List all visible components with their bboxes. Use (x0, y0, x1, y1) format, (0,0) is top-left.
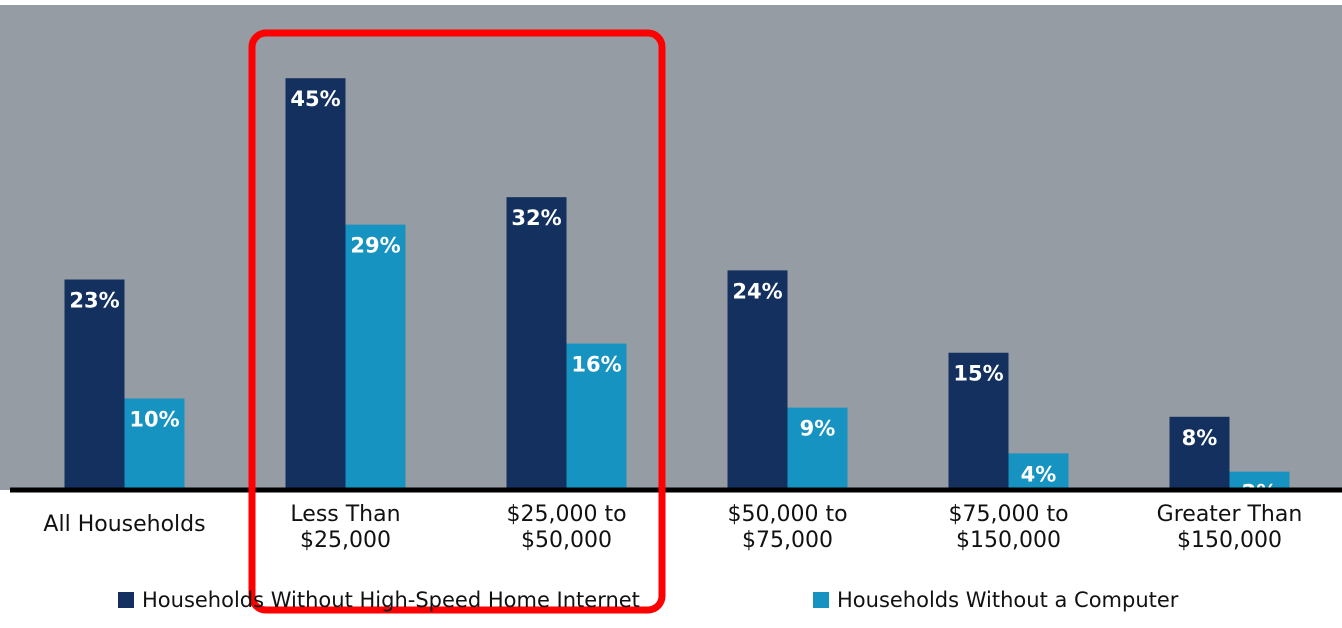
value-label: 10% (129, 407, 179, 431)
x-tick-label: Greater Than $150,000 (1156, 502, 1303, 553)
plot-background (0, 5, 1342, 490)
legend-label: Households Without High-Speed Home Inter… (142, 588, 640, 612)
x-tick-label: All Households (43, 512, 206, 537)
legend-label: Households Without a Computer (837, 588, 1179, 612)
legend-swatch (813, 592, 829, 608)
value-label: 32% (511, 206, 561, 230)
highlight-box (248, 29, 666, 614)
bar (1169, 416, 1230, 490)
x-tick-label: $75,000 to $150,000 (948, 502, 1069, 553)
x-tick-label: Less Than $25,000 (290, 502, 401, 553)
bar (345, 224, 406, 491)
bar (787, 407, 848, 490)
bar (948, 352, 1009, 490)
value-label: 24% (732, 279, 782, 303)
bar (1229, 471, 1290, 490)
value-label: 15% (953, 362, 1003, 386)
bar (285, 78, 346, 490)
bar (64, 279, 125, 490)
value-label: 9% (800, 417, 836, 441)
value-label: 45% (290, 87, 340, 111)
value-label: 4% (1021, 462, 1057, 486)
bar (566, 343, 627, 490)
value-label: 2% (1242, 481, 1278, 505)
x-tick-label: $50,000 to $75,000 (727, 502, 848, 553)
legend-swatch (118, 592, 134, 608)
value-label: 23% (69, 289, 119, 313)
bar (124, 398, 185, 490)
x-tick-label: $25,000 to $50,000 (506, 502, 627, 553)
value-label: 29% (350, 234, 400, 258)
value-label: 16% (571, 353, 621, 377)
value-label: 8% (1182, 426, 1218, 450)
bar (506, 197, 567, 491)
bar (727, 270, 788, 490)
bar (1008, 453, 1069, 490)
